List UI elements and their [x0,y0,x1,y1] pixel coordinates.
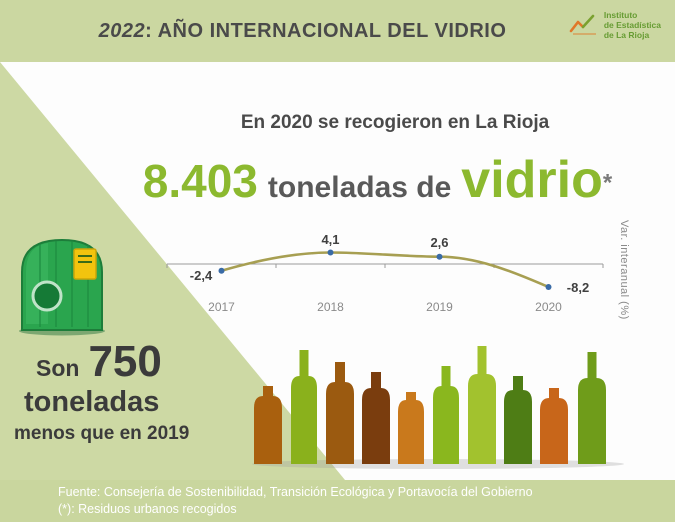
highlight-line-1: Son 750 [6,340,266,384]
line-chart-svg: -2,4 4,1 2,6 -8,2 2017 2018 2019 2020 [166,232,604,314]
bottles-icon [252,346,624,469]
value-label-2017: -2,4 [190,268,213,283]
chart-line-icon [569,14,596,36]
main-area: En 2020 se recogieron en La Rioja 8.403 t… [0,62,675,480]
data-point-2017 [218,267,225,274]
highlight-number: 750 [88,337,162,386]
logo-line-1: Instituto [603,10,638,20]
institute-logo: Instituto de Estadística de La Rioja [569,10,661,41]
headline: 8.403 toneladas de vidrio* [90,150,665,210]
year-label: 2022 [98,19,146,42]
series-line [220,251,550,289]
tonnage-amount: 8.403 [142,155,258,207]
footnote-marker: * [602,169,613,197]
data-point-2020 [545,284,552,290]
material-word: vidrio [461,151,603,209]
highlight-block: Son 750 toneladas menos que en 2019 [6,340,266,445]
page-title: 2022: AÑO INTERNACIONAL DEL VIDRIO [99,20,507,43]
x-tick-label-2020: 2020 [535,300,562,314]
footnote-line: (*): Residuos urbanos recogidos [58,502,237,516]
bottles-illustration [248,342,628,475]
logo-text: Instituto de Estadística de La Rioja [604,10,661,41]
tonnage-unit: toneladas de [267,171,452,204]
y-axis-title: Var. interanual (%) [618,220,630,320]
value-label-2020: -8,2 [567,280,589,295]
source-line: Fuente: Consejería de Sostenibilidad, Tr… [58,485,533,500]
line-chart: -2,4 4,1 2,6 -8,2 2017 2018 2019 2020 [165,232,605,320]
recycling-bin-icon [19,238,105,336]
value-label-2018: 4,1 [321,232,339,247]
footer-bar: Fuente: Consejería de Sostenibilidad, Tr… [0,480,675,522]
title-text: : AÑO INTERNACIONAL DEL VIDRIO [145,19,507,42]
x-tick-label-2019: 2019 [426,300,453,314]
glass-container-illustration [14,234,110,341]
logo-line-3: de La Rioja [603,30,650,41]
data-point-2019 [436,253,443,260]
x-tick-label-2017: 2017 [208,300,235,314]
chart-subtitle: En 2020 se recogieron en La Rioja [240,112,550,133]
header-bar: 2022: AÑO INTERNACIONAL DEL VIDRIO Insti… [0,0,675,62]
logo-line-2: de Estadística [603,20,661,31]
highlight-word: Son [36,355,80,381]
highlight-line-2: toneladas [24,386,160,418]
value-label-2019: 2,6 [430,235,448,250]
x-tick-label-2018: 2018 [317,300,344,314]
highlight-line-3: menos que en 2019 [14,423,190,444]
data-point-2018 [327,249,334,256]
